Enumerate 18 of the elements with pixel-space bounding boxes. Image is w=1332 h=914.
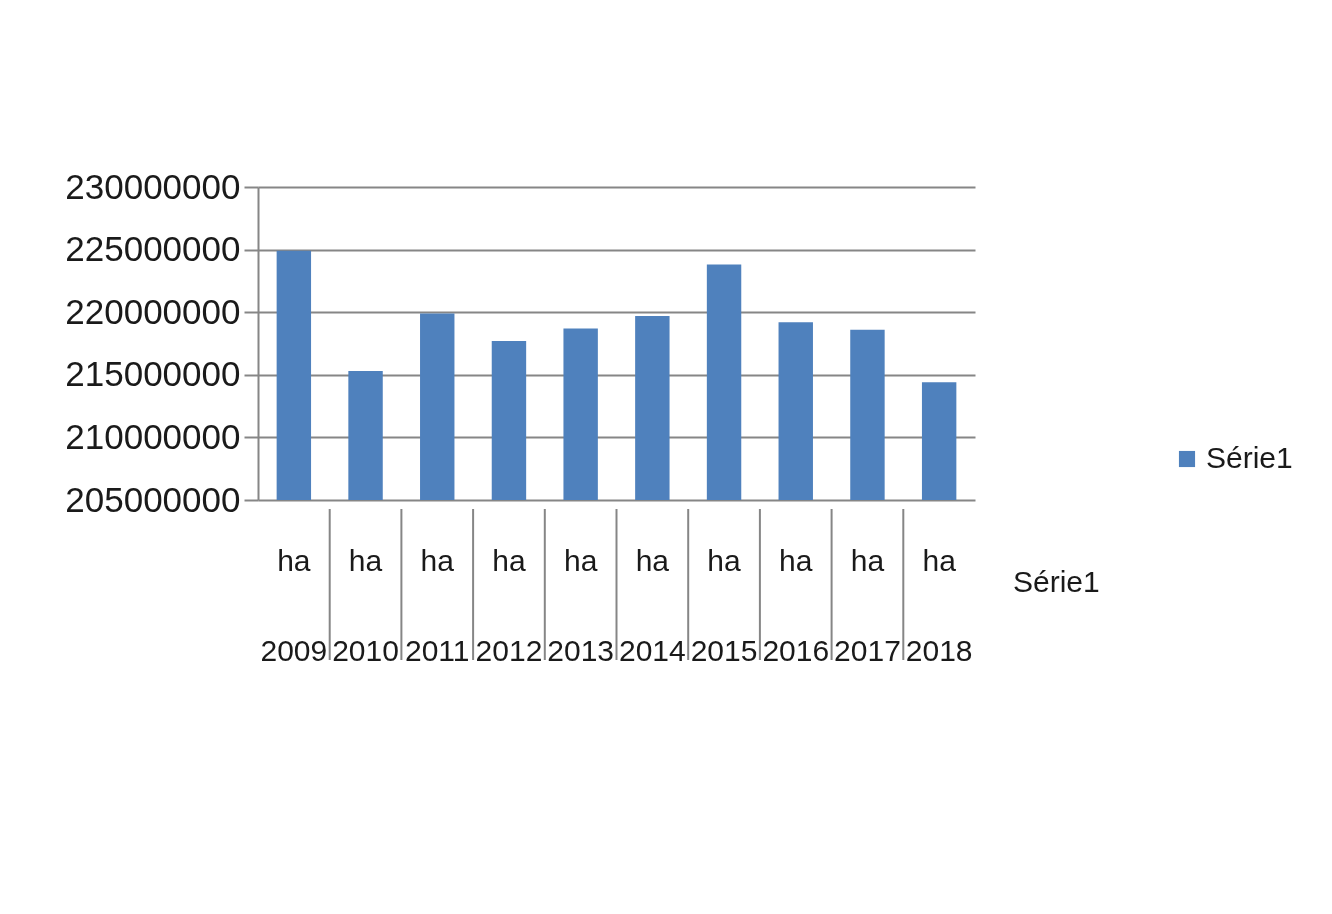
y-tick-label: 210000000 — [65, 416, 241, 456]
y-tick-label: 215000000 — [65, 354, 241, 394]
y-tick-label: 225000000 — [65, 229, 241, 269]
category-label: ha 2017 — [834, 543, 901, 667]
legend-label: Série1 — [1206, 441, 1293, 474]
category-label: ha 2012 — [475, 543, 543, 667]
y-tick-label: 220000000 — [65, 291, 241, 331]
category-label: ha 2015 — [690, 543, 758, 667]
category-label: ha 2013 — [547, 543, 615, 667]
category-label: ha 2010 — [332, 543, 399, 667]
y-tick-label: 230000000 — [65, 166, 241, 206]
category-label: ha 2018 — [905, 543, 973, 667]
category-label: ha 2016 — [762, 543, 830, 667]
category-label: ha 2009 — [260, 543, 328, 667]
text: Série1 — [1013, 565, 1100, 598]
y-tick-label: 205000000 — [65, 479, 241, 519]
category-label: ha 2014 — [618, 543, 686, 667]
category-label: ha 2011 — [404, 543, 470, 667]
